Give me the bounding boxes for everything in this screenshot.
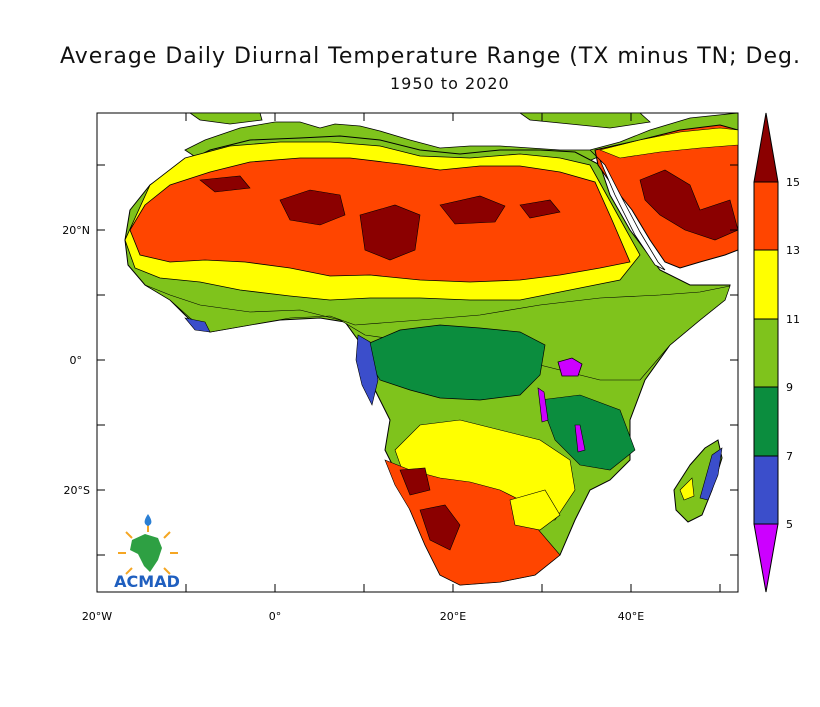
madagascar-yellow <box>679 477 695 501</box>
africa-silhouette-icon <box>130 534 162 572</box>
colorbar-top-arrow <box>753 112 779 183</box>
colorbar-label-5: 5 <box>786 518 793 531</box>
lake-victoria <box>557 357 583 377</box>
map-subtitle: 1950 to 2020 <box>390 74 510 93</box>
x-tick-label-0: 0° <box>269 610 282 623</box>
y-tick-label-20n: 20°N <box>62 224 90 237</box>
southern-dark-patch-2 <box>419 504 461 551</box>
colorbar-label-7: 7 <box>786 450 793 463</box>
gulf-blue-1 <box>184 317 211 333</box>
colorbar-seg-5-7 <box>753 455 779 525</box>
southern-yellow-2 <box>509 489 561 531</box>
map-layers <box>124 113 738 586</box>
europe-edge <box>189 113 263 125</box>
sahara-dark-patch-2 <box>359 204 421 261</box>
lake-malawi <box>574 424 586 453</box>
colorbar-seg-11-13 <box>753 249 779 320</box>
europe-edge-2 <box>519 113 651 129</box>
colorbar-label-13: 13 <box>786 244 800 257</box>
colorbar-label-15: 15 <box>786 176 800 189</box>
x-tick-label-40e: 40°E <box>618 610 644 623</box>
x-tick-label-20e: 20°E <box>440 610 466 623</box>
colorbar-label-9: 9 <box>786 381 793 394</box>
red-sea <box>589 149 666 271</box>
colorbar <box>753 112 779 593</box>
colorbar-bottom-arrow <box>753 523 779 593</box>
map-title: Average Daily Diurnal Temperature Range … <box>60 44 801 69</box>
colorbar-seg-9-11 <box>753 318 779 388</box>
southern-orange <box>384 459 561 586</box>
sahara-dark-patch-3 <box>439 195 506 225</box>
gulf-blue-2 <box>355 334 379 406</box>
y-tick-marks <box>97 164 738 556</box>
east-africa-dark-green <box>539 394 636 471</box>
x-tick-marks <box>185 113 721 592</box>
madagascar <box>673 439 723 523</box>
water-drop-icon <box>144 514 152 526</box>
congo-dark-green <box>364 324 546 401</box>
colorbar-label-11: 11 <box>786 313 800 326</box>
y-tick-label-20s: 20°S <box>64 484 90 497</box>
y-tick-label-0: 0° <box>70 354 83 367</box>
southern-dark-patch-1 <box>399 467 431 496</box>
rift-lakes <box>537 387 549 423</box>
arabia-dark-patch <box>639 169 738 241</box>
arabia-yellow-coast <box>599 127 738 159</box>
logo-text: ACMAD <box>114 572 180 591</box>
sun-rays-icon <box>118 524 178 575</box>
x-tick-label-20w: 20°W <box>82 610 112 623</box>
sahara-dark-patch-5 <box>519 199 561 219</box>
sahara-dark-patch-4 <box>199 175 251 193</box>
colorbar-seg-13-15 <box>753 181 779 251</box>
acmad-logo: ACMAD <box>114 514 180 591</box>
colorbar-seg-7-9 <box>753 386 779 457</box>
sahara-dark-patch-1 <box>279 189 346 226</box>
madagascar-blue <box>699 447 723 501</box>
